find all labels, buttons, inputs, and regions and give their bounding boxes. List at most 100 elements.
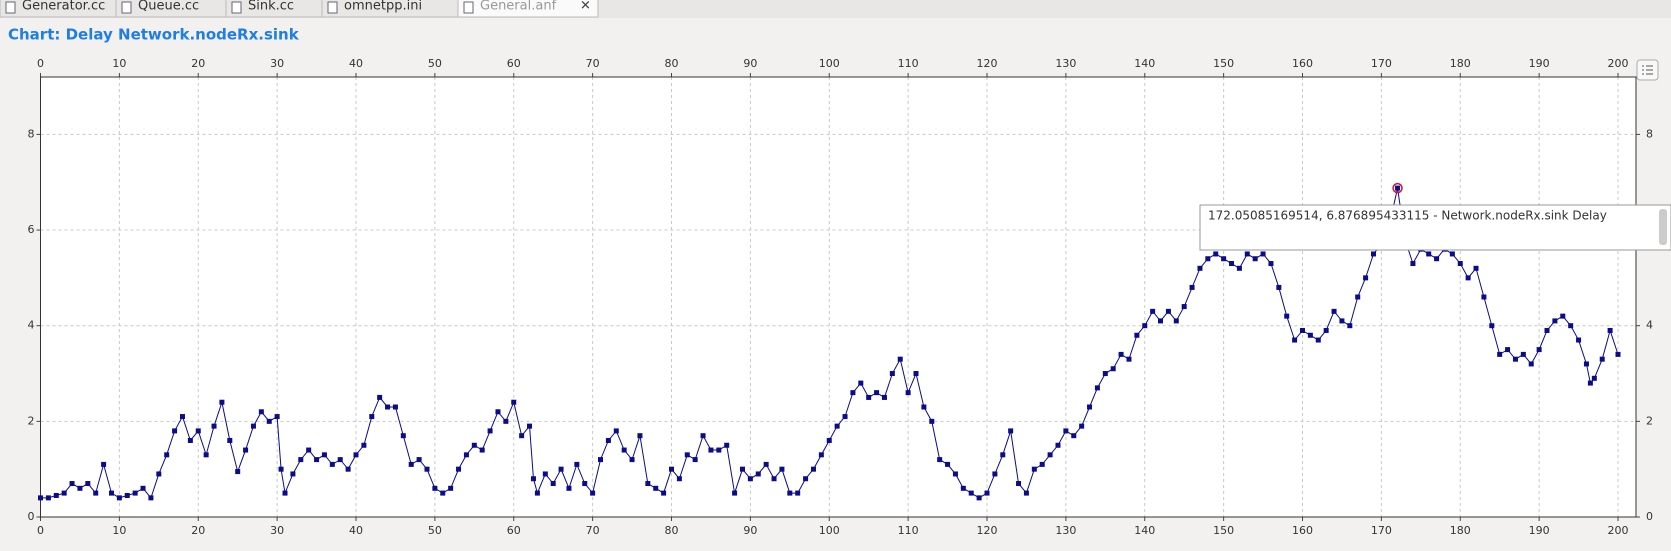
data-point[interactable] [495, 409, 501, 415]
data-point[interactable] [424, 466, 430, 472]
data-point[interactable] [385, 404, 391, 410]
data-point[interactable] [605, 437, 611, 443]
data-point[interactable] [329, 461, 335, 467]
data-point[interactable] [905, 390, 911, 396]
data-point[interactable] [1583, 361, 1589, 367]
data-point[interactable] [1110, 366, 1116, 372]
data-point[interactable] [1307, 332, 1313, 338]
data-point[interactable] [369, 414, 375, 420]
data-point[interactable] [132, 490, 138, 496]
data-point[interactable] [1047, 452, 1053, 458]
data-point[interactable] [1528, 361, 1534, 367]
data-point[interactable] [803, 476, 809, 482]
data-point[interactable] [810, 466, 816, 472]
data-point[interactable] [282, 490, 288, 496]
data-point[interactable] [432, 485, 438, 491]
data-point[interactable] [771, 476, 777, 482]
data-point[interactable] [842, 414, 848, 420]
data-point[interactable] [834, 423, 840, 429]
data-point[interactable] [937, 457, 943, 463]
data-point[interactable] [337, 457, 343, 463]
data-point[interactable] [93, 490, 99, 496]
data-point[interactable] [1560, 313, 1566, 319]
data-point[interactable] [629, 457, 635, 463]
data-point[interactable] [1213, 251, 1219, 257]
data-point[interactable] [258, 409, 264, 415]
data-point[interactable] [195, 428, 201, 434]
data-point[interactable] [266, 418, 272, 424]
data-point[interactable] [314, 457, 320, 463]
data-point[interactable] [1236, 265, 1242, 271]
data-point[interactable] [1300, 327, 1305, 333]
data-point[interactable] [826, 437, 832, 443]
data-point[interactable] [1039, 461, 1045, 467]
data-point[interactable] [889, 371, 895, 377]
data-point[interactable] [1410, 261, 1416, 267]
data-point[interactable] [471, 442, 477, 448]
data-point[interactable] [479, 447, 485, 453]
data-point[interactable] [1229, 261, 1235, 267]
data-point[interactable] [361, 442, 367, 448]
data-point[interactable] [866, 394, 872, 400]
data-point[interactable] [1395, 185, 1401, 191]
data-point[interactable] [945, 461, 951, 467]
data-point[interactable] [227, 437, 233, 443]
data-point[interactable] [1173, 318, 1179, 324]
data-point[interactable] [1071, 433, 1077, 439]
data-point[interactable] [1607, 327, 1613, 333]
data-point[interactable] [1197, 265, 1203, 271]
data-point[interactable] [250, 423, 256, 429]
data-point[interactable] [1370, 251, 1376, 257]
data-point[interactable] [613, 428, 619, 434]
data-point[interactable] [69, 481, 75, 487]
data-point[interactable] [530, 476, 536, 482]
data-point[interactable] [700, 433, 706, 439]
data-point[interactable] [755, 471, 761, 477]
data-point[interactable] [211, 423, 217, 429]
data-point[interactable] [1426, 251, 1432, 257]
data-point[interactable] [1205, 256, 1211, 262]
data-point[interactable] [716, 447, 722, 453]
data-point[interactable] [235, 469, 241, 475]
data-point[interactable] [669, 466, 674, 472]
data-point[interactable] [408, 461, 414, 467]
data-point[interactable] [984, 490, 990, 496]
data-point[interactable] [1150, 308, 1156, 314]
data-point[interactable] [1481, 294, 1487, 300]
data-point[interactable] [637, 433, 643, 439]
data-point[interactable] [156, 471, 162, 477]
data-point[interactable] [795, 490, 801, 496]
data-point[interactable] [101, 461, 107, 467]
data-point[interactable] [921, 404, 927, 410]
data-point[interactable] [763, 461, 769, 467]
data-point[interactable] [653, 485, 659, 491]
data-point[interactable] [1544, 327, 1550, 333]
data-point[interactable] [1292, 337, 1298, 343]
data-point[interactable] [818, 452, 824, 458]
data-point[interactable] [456, 466, 462, 472]
data-point[interactable] [1023, 490, 1029, 496]
data-point[interactable] [1489, 323, 1495, 329]
data-point[interactable] [739, 466, 745, 472]
data-point[interactable] [1000, 452, 1006, 458]
data-point[interactable] [1276, 284, 1282, 290]
data-point[interactable] [1363, 275, 1369, 281]
data-point[interactable] [353, 452, 359, 458]
data-point[interactable] [1079, 423, 1085, 429]
data-point[interactable] [574, 461, 580, 467]
data-point[interactable] [1102, 371, 1108, 377]
data-point[interactable] [1323, 327, 1329, 333]
data-point[interactable] [747, 476, 753, 482]
data-point[interactable] [1142, 323, 1148, 329]
data-point[interactable] [243, 447, 249, 453]
data-point[interactable] [1016, 481, 1022, 487]
data-point[interactable] [108, 490, 114, 496]
data-point[interactable] [321, 452, 327, 458]
data-point[interactable] [53, 492, 59, 498]
data-point[interactable] [1449, 251, 1455, 257]
data-point[interactable] [187, 437, 193, 443]
data-point[interactable] [1536, 347, 1542, 353]
data-point[interactable] [448, 485, 454, 491]
data-point[interactable] [1031, 466, 1037, 472]
data-point[interactable] [487, 428, 493, 434]
